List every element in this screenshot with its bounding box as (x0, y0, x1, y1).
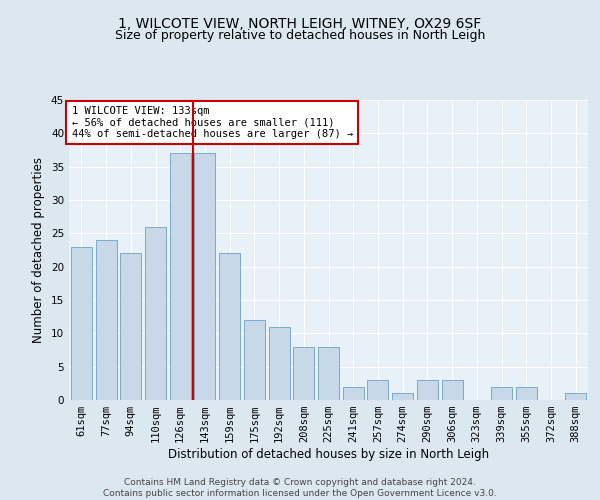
Bar (343, 386, 364, 400)
Bar (565, 394, 586, 400)
Text: Size of property relative to detached houses in North Leigh: Size of property relative to detached ho… (115, 29, 485, 42)
Bar (244, 320, 265, 400)
Bar (145, 226, 166, 400)
Bar (442, 380, 463, 400)
X-axis label: Distribution of detached houses by size in North Leigh: Distribution of detached houses by size … (168, 448, 489, 461)
Bar (417, 380, 438, 400)
Bar (318, 346, 339, 400)
Bar (219, 254, 240, 400)
Text: Contains HM Land Registry data © Crown copyright and database right 2024.
Contai: Contains HM Land Registry data © Crown c… (103, 478, 497, 498)
Bar (367, 380, 388, 400)
Text: 1, WILCOTE VIEW, NORTH LEIGH, WITNEY, OX29 6SF: 1, WILCOTE VIEW, NORTH LEIGH, WITNEY, OX… (118, 18, 482, 32)
Bar (516, 386, 537, 400)
Bar (392, 394, 413, 400)
Text: 1 WILCOTE VIEW: 133sqm
← 56% of detached houses are smaller (111)
44% of semi-de: 1 WILCOTE VIEW: 133sqm ← 56% of detached… (71, 106, 353, 139)
Bar (194, 154, 215, 400)
Bar (120, 254, 141, 400)
Bar (170, 154, 191, 400)
Y-axis label: Number of detached properties: Number of detached properties (32, 157, 46, 343)
Bar (491, 386, 512, 400)
Bar (293, 346, 314, 400)
Bar (95, 240, 116, 400)
Bar (71, 246, 92, 400)
Bar (269, 326, 290, 400)
